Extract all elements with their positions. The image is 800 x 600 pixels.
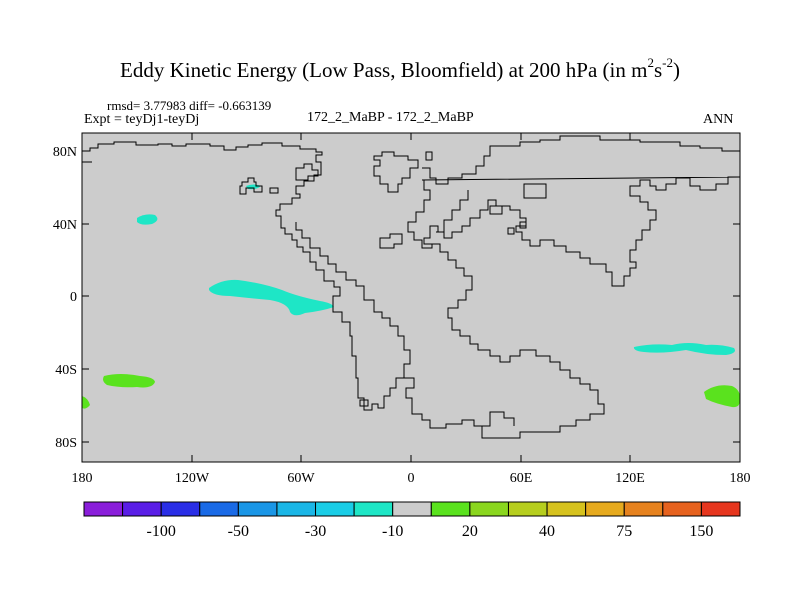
coastline-arctic-islands-3 <box>295 163 319 181</box>
anomaly-north-pacific <box>137 214 158 225</box>
plot-title: Eddy Kinetic Energy (Low Pass, Bloomfiel… <box>120 55 680 82</box>
anomaly-west-edge <box>82 396 90 409</box>
coastline-scandinavia <box>436 190 469 233</box>
colorbar-swatch <box>546 501 587 517</box>
coastline-africa <box>404 243 605 439</box>
colorbar-label: -10 <box>382 523 403 540</box>
coastline-eurasia-east <box>407 176 741 287</box>
expt-label: Expt = teyDj1-teyDj <box>84 112 200 127</box>
lon-label-0: 0 <box>408 471 415 486</box>
colorbar-swatch <box>662 501 702 517</box>
colorbar-swatch <box>623 501 664 517</box>
anomaly-southern-ocean-australia <box>633 343 735 355</box>
coastline-eurasia-north <box>422 135 740 185</box>
lon-label-180e: 180 <box>730 471 751 486</box>
lon-label-60e: 60E <box>510 471 533 486</box>
colorbar-swatch <box>122 501 162 517</box>
coastline-arctic-islands-2 <box>269 187 279 194</box>
colorbar-swatch <box>160 501 201 517</box>
colorbar-swatch <box>315 501 355 517</box>
lon-label-120w: 120W <box>175 471 210 486</box>
period-label: ANN <box>703 112 734 127</box>
coastline-small-island-south <box>359 399 369 407</box>
map-background <box>82 133 740 462</box>
anomaly-patches-green <box>82 374 741 409</box>
colorbar-swatch <box>585 501 625 517</box>
lon-label-120e: 120E <box>615 471 645 486</box>
colorbar-label: -100 <box>147 523 176 540</box>
coastline-greenland <box>373 151 419 193</box>
colorbar-label: 75 <box>616 523 632 540</box>
anomaly-south-pacific <box>103 374 155 388</box>
lat-label-40s: 40S <box>55 363 77 378</box>
anomaly-southern-ocean-dateline <box>704 385 741 408</box>
tick-marks <box>81 133 741 462</box>
colorbar-swatch <box>430 501 471 517</box>
lon-label-180w: 180 <box>72 471 93 486</box>
coastline-svalbard <box>425 151 433 161</box>
stats-label: rmsd= 3.77983 diff= -0.663139 <box>107 98 272 113</box>
lat-label-80n: 80N <box>53 145 77 160</box>
colorbar <box>83 501 741 517</box>
colorbar-swatch <box>237 501 278 517</box>
colorbar-swatch <box>276 501 317 517</box>
colorbar-label: 20 <box>462 523 478 540</box>
coastline-arctic-islands-1 <box>239 177 263 195</box>
colorbar-swatch <box>83 501 124 517</box>
colorbar-label: -50 <box>228 523 249 540</box>
coastline-small-lakes <box>507 221 527 235</box>
case-label: 172_2_MaBP - 172_2_MaBP <box>307 110 474 125</box>
lat-label-40n: 40N <box>53 218 77 233</box>
coastline-caspian <box>523 183 547 199</box>
coastline-iceland <box>379 233 403 249</box>
coastline-americas <box>82 141 411 411</box>
colorbar-swatch <box>507 501 548 517</box>
lon-label-60w: 60W <box>287 471 315 486</box>
colorbar-swatch <box>469 501 509 517</box>
colorbar-swatch <box>392 501 432 517</box>
lat-label-80s: 80S <box>55 436 77 451</box>
coastline-black-sea <box>489 205 503 215</box>
lat-label-eq: 0 <box>70 290 77 305</box>
colorbar-labels: -100 -50 -30 -10 20 40 75 150 <box>147 523 714 540</box>
colorbar-label: 150 <box>689 523 713 540</box>
colorbar-label: -30 <box>305 523 326 540</box>
colorbar-swatch <box>700 501 741 517</box>
colorbar-swatch <box>199 501 239 517</box>
coastline-antarctic-peninsula <box>482 411 515 427</box>
colorbar-swatch <box>353 501 394 517</box>
colorbar-label: 40 <box>539 523 555 540</box>
anomaly-tropical-east-pacific <box>209 279 334 316</box>
